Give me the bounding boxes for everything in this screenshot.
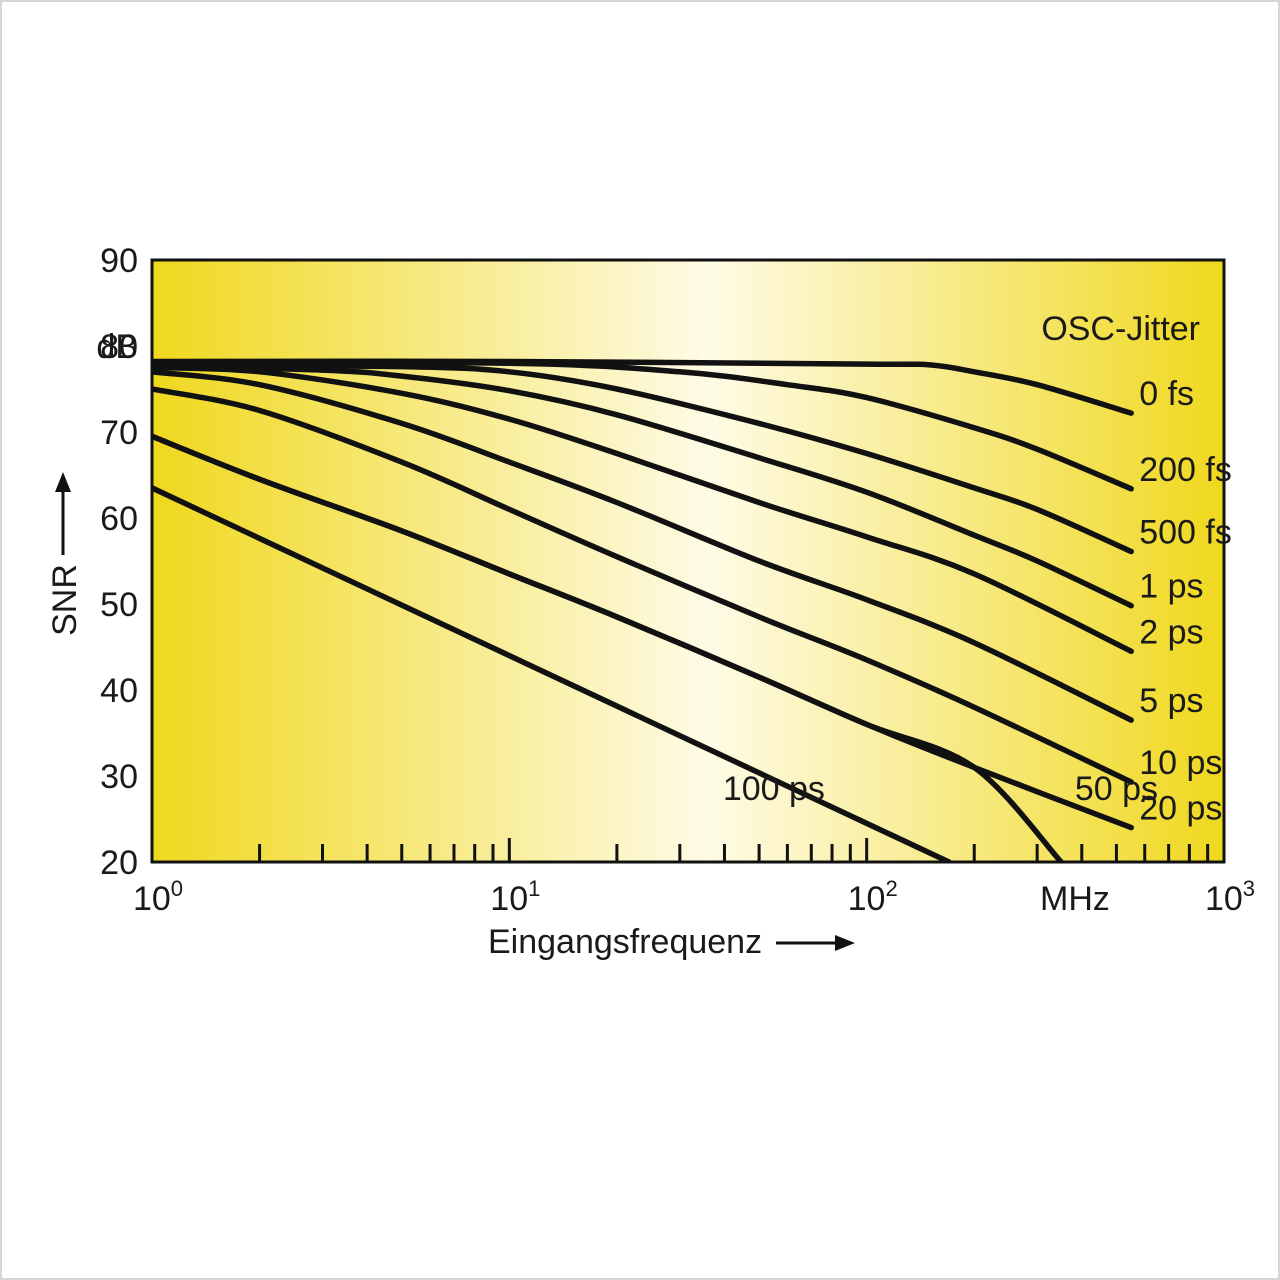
y-tick-label: 20	[100, 844, 138, 882]
y-tick-label: 40	[100, 672, 138, 710]
y-unit-label: dB	[96, 328, 138, 366]
series-label: 50 ps	[1075, 770, 1158, 808]
series-line	[152, 363, 1134, 609]
y-tick-label: 90	[100, 242, 138, 280]
y-axis-arrow-head	[55, 472, 71, 492]
y-axis-title-group: SNR	[46, 472, 84, 636]
y-tick-label: 70	[100, 414, 138, 452]
series-labels: 0 fs 200 fs 500 fs 1 ps 2 ps 5 ps 10 ps 20 ps50…	[723, 375, 1232, 828]
y-tick-label: 60	[100, 500, 138, 538]
series-line	[152, 485, 952, 862]
series-label: 100 ps	[723, 770, 825, 808]
x-tick-label: 102	[848, 876, 898, 918]
x-tick-label: 103	[1205, 876, 1255, 918]
y-tick-label: 80	[100, 328, 138, 366]
series-line	[152, 362, 1134, 555]
x-unit-label: MHz	[1040, 880, 1110, 918]
x-tick-labels: 100 101 102 103	[133, 876, 1255, 918]
series-label: 1 ps	[1139, 568, 1203, 606]
x-axis-arrow-head	[835, 935, 855, 951]
plot-border	[150, 258, 1226, 864]
series-label: 20 ps	[1139, 790, 1222, 828]
y-axis-title: SNR	[46, 564, 84, 636]
series-line	[152, 433, 1064, 862]
series-label: 2 ps	[1139, 613, 1203, 651]
x-axis-title-group: Eingangsfrequenz	[488, 923, 855, 961]
series-line	[152, 369, 1134, 723]
series-label: 5 ps	[1139, 682, 1203, 720]
series-line	[152, 386, 1134, 785]
x-axis-title: Eingangsfrequenz	[488, 923, 762, 961]
series-line	[152, 359, 1134, 492]
y-tick-label: 30	[100, 758, 138, 796]
jitter-curves	[152, 358, 1134, 862]
series-line	[152, 364, 1134, 655]
x-tick-label: 101	[490, 876, 540, 918]
x-tick-label: 100	[133, 876, 183, 918]
x-tick-marks	[150, 838, 1226, 862]
series-label: 10 ps	[1139, 744, 1222, 782]
y-tick-label: 50	[100, 586, 138, 624]
series-label: 500 fs	[1139, 514, 1232, 552]
y-tick-labels: 90 80 70 60 50 40 30 20	[100, 242, 138, 882]
series-label: 0 fs	[1139, 375, 1194, 413]
legend-title: OSC-Jitter	[1041, 310, 1200, 348]
series-label: 200 fs	[1139, 451, 1232, 489]
